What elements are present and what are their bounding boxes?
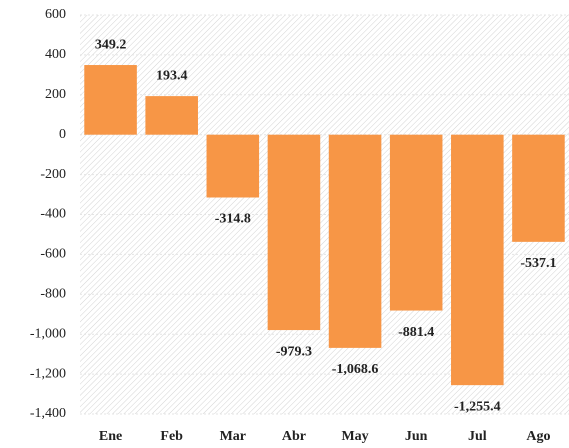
- x-tick-label: Feb: [160, 429, 183, 444]
- value-label: 193.4: [156, 68, 188, 83]
- y-tick-label: 400: [45, 47, 66, 62]
- value-label: -314.8: [215, 212, 251, 227]
- value-label: -537.1: [520, 256, 556, 271]
- y-tick-label: -1,200: [30, 366, 66, 381]
- value-label: -1,255.4: [454, 399, 501, 414]
- y-tick-label: -1,000: [30, 326, 66, 341]
- bar: [451, 134, 504, 386]
- bar: [206, 134, 260, 198]
- y-tick-label: -1,400: [30, 406, 66, 421]
- y-tick-label: -400: [40, 207, 66, 222]
- bar: [267, 134, 321, 331]
- x-tick-label: Jul: [468, 429, 487, 444]
- y-tick-label: -600: [40, 247, 66, 262]
- x-tick-label: May: [341, 429, 368, 444]
- y-tick-label: 0: [59, 127, 66, 142]
- x-tick-label: Ene: [99, 429, 122, 444]
- x-tick-label: Ago: [526, 429, 550, 444]
- bar: [328, 134, 382, 348]
- bar: [145, 96, 198, 135]
- y-tick-label: 200: [45, 87, 66, 102]
- x-tick-label: Jun: [405, 429, 428, 444]
- bar: [512, 134, 565, 242]
- x-tick-label: Abr: [282, 429, 306, 444]
- y-tick-label: -200: [40, 167, 66, 182]
- value-label: -979.3: [276, 344, 312, 359]
- bar: [84, 65, 137, 135]
- y-tick-label: 600: [45, 7, 66, 22]
- y-tick-label: -800: [40, 287, 66, 302]
- value-label: -881.4: [398, 325, 434, 340]
- value-label: -1,068.6: [332, 362, 379, 377]
- value-label: 349.2: [95, 37, 127, 52]
- x-tick-label: Mar: [220, 429, 246, 444]
- bar: [389, 134, 443, 311]
